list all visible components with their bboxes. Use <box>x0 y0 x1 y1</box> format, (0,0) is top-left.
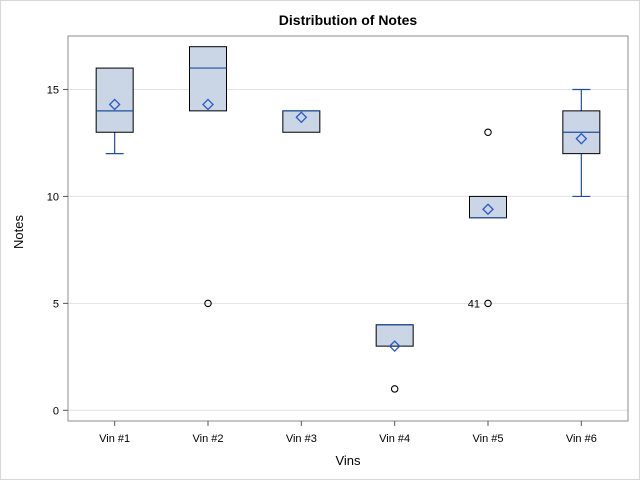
outlier-point <box>484 128 492 137</box>
box-group <box>189 46 227 308</box>
y-axis: 0 5 10 15 <box>47 84 68 417</box>
box-group: 41 <box>468 128 507 310</box>
x-tick-label: Vin #3 <box>286 433 317 445</box>
box-group <box>282 110 321 133</box>
iqr-box <box>189 46 227 112</box>
mean-marker <box>202 98 214 111</box>
y-tick-label: 15 <box>47 84 59 96</box>
chart-title: Distribution of Notes <box>279 12 418 28</box>
outlier-point <box>390 385 399 393</box>
mean-marker <box>295 111 308 124</box>
box-group <box>562 88 601 198</box>
mean-marker <box>388 340 401 353</box>
box-group <box>95 67 134 155</box>
y-tick-label: 10 <box>47 191 59 203</box>
plot-area: 41 <box>95 46 601 393</box>
x-tick-label: Vin #6 <box>566 433 597 445</box>
plot-frame <box>67 35 629 422</box>
x-axis-label: Vins <box>335 453 361 468</box>
mean-marker <box>482 203 494 216</box>
mean-marker <box>575 132 588 145</box>
y-tick-label: 5 <box>53 298 59 310</box>
x-axis: Vin #1 Vin #2 Vin #3 Vin #4 Vin #5 Vin #6 <box>99 421 597 445</box>
box-group <box>375 324 414 393</box>
x-tick-label: Vin #5 <box>473 433 504 445</box>
x-tick-label: Vin #4 <box>379 433 410 445</box>
y-tick-label: 0 <box>53 405 59 417</box>
outlier-label: 41 <box>468 298 480 310</box>
outlier-point <box>484 299 492 308</box>
y-axis-label: Notes <box>11 215 26 249</box>
iqr-box <box>375 324 414 347</box>
iqr-box <box>95 67 134 133</box>
x-tick-label: Vin #2 <box>193 433 224 445</box>
mean-marker <box>108 98 121 111</box>
gridlines <box>68 88 628 411</box>
outlier-point <box>204 299 212 308</box>
x-tick-label: Vin #1 <box>99 433 130 445</box>
